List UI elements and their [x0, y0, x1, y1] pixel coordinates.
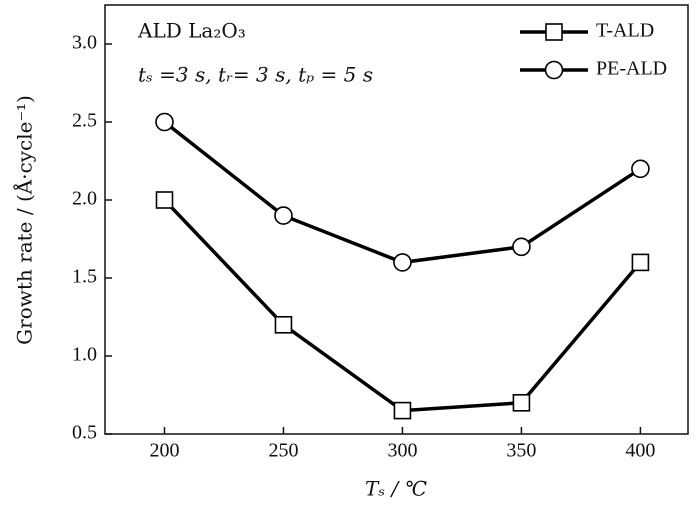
y-tick-label: 0.5	[72, 422, 97, 444]
y-tick-label: 2.0	[72, 188, 97, 210]
data-point	[393, 401, 412, 420]
y-tick-label: 3.0	[72, 32, 97, 54]
data-point	[631, 159, 650, 179]
legend-label: T-ALD	[596, 20, 654, 42]
data-point	[393, 253, 412, 272]
annotation: ALD La₂O₃	[137, 19, 246, 43]
data-point	[155, 191, 174, 209]
x-tick-label: 350	[506, 440, 536, 462]
data-point	[512, 393, 531, 412]
legend-marker	[545, 23, 563, 41]
x-tick-label: 400	[625, 440, 655, 462]
plot-frame	[104, 4, 689, 435]
y-axis-label: Growth rate / (Å·cycle⁻¹)	[12, 95, 37, 345]
data-point	[631, 253, 650, 272]
y-tick-label: 1.0	[72, 344, 97, 366]
y-tick-label: 1.5	[72, 266, 97, 288]
legend-label: PE-ALD	[596, 58, 667, 80]
data-point	[512, 237, 531, 257]
x-axis-label: Tₛ / ℃	[365, 477, 427, 501]
series-line	[163, 198, 642, 413]
x-tick-label: 200	[149, 440, 179, 462]
data-point	[274, 206, 293, 225]
series-line	[163, 120, 642, 265]
x-tick-label: 250	[268, 440, 298, 462]
y-tick-label: 2.5	[72, 110, 97, 132]
legend-marker	[544, 60, 564, 80]
data-point	[155, 112, 174, 132]
data-point	[274, 315, 293, 334]
x-tick-label: 300	[387, 440, 417, 462]
annotation: tₛ =3 s, tᵣ= 3 s, tₚ = 5 s	[138, 63, 373, 87]
